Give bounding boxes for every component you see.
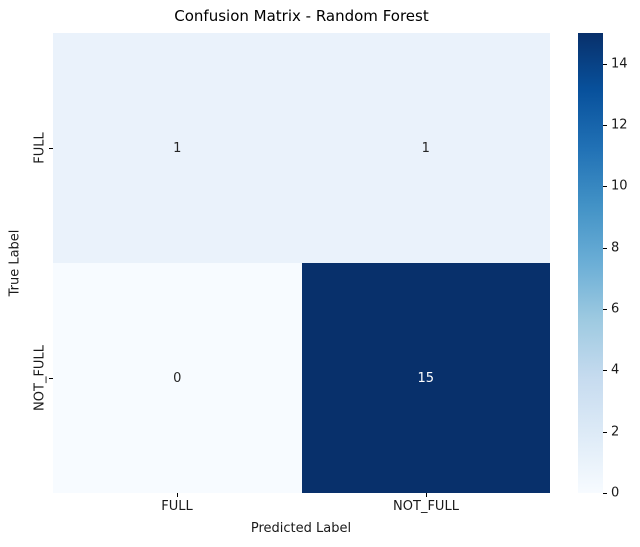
colorbar-tick-label: 6 (611, 301, 620, 317)
colorbar-tick-mark (603, 63, 607, 65)
heatmap-cell: 15 (301, 263, 550, 493)
colorbar-tick-mark (603, 247, 607, 249)
x-axis-label: Predicted Label (250, 521, 352, 536)
colorbar-tick-label: 2 (611, 424, 620, 440)
colorbar-tick-label: 8 (611, 240, 620, 256)
heatmap-cell: 0 (53, 263, 302, 493)
cell-value: 15 (417, 370, 435, 386)
colorbar-tick-label: 14 (611, 56, 628, 72)
cell-value: 1 (421, 140, 430, 156)
x-tick-mark (177, 493, 178, 497)
cell-value: 1 (173, 140, 182, 156)
y-tick-label: NOT_FULL (32, 345, 48, 411)
colorbar-tick-label: 12 (611, 117, 628, 133)
colorbar-tick-mark (603, 186, 607, 188)
colorbar-tick-label: 10 (611, 178, 628, 194)
y-axis-label: True Label (7, 229, 23, 297)
colorbar-tick-mark (603, 431, 607, 433)
x-tick-label: NOT_FULL (393, 499, 459, 514)
colorbar-tick-label: 0 (611, 485, 620, 501)
heatmap-cell: 1 (53, 33, 302, 263)
colorbar-tick-mark (603, 309, 607, 310)
y-tick-mark (49, 148, 53, 149)
colorbar (578, 33, 603, 493)
colorbar-tick-label: 4 (611, 362, 620, 378)
cell-value: 0 (173, 370, 182, 386)
colorbar-tick-mark (603, 370, 607, 372)
chart-title: Confusion Matrix - Random Forest (174, 7, 429, 25)
x-tick-label: FULL (161, 499, 193, 514)
heatmap-grid: 1 1 0 15 (53, 33, 550, 493)
y-tick-label: FULL (32, 132, 48, 164)
x-tick-mark (426, 493, 427, 497)
colorbar-tick-mark (603, 125, 607, 126)
y-tick-mark (49, 378, 53, 379)
heatmap-cell: 1 (301, 33, 550, 263)
colorbar-tick-mark (603, 493, 607, 494)
